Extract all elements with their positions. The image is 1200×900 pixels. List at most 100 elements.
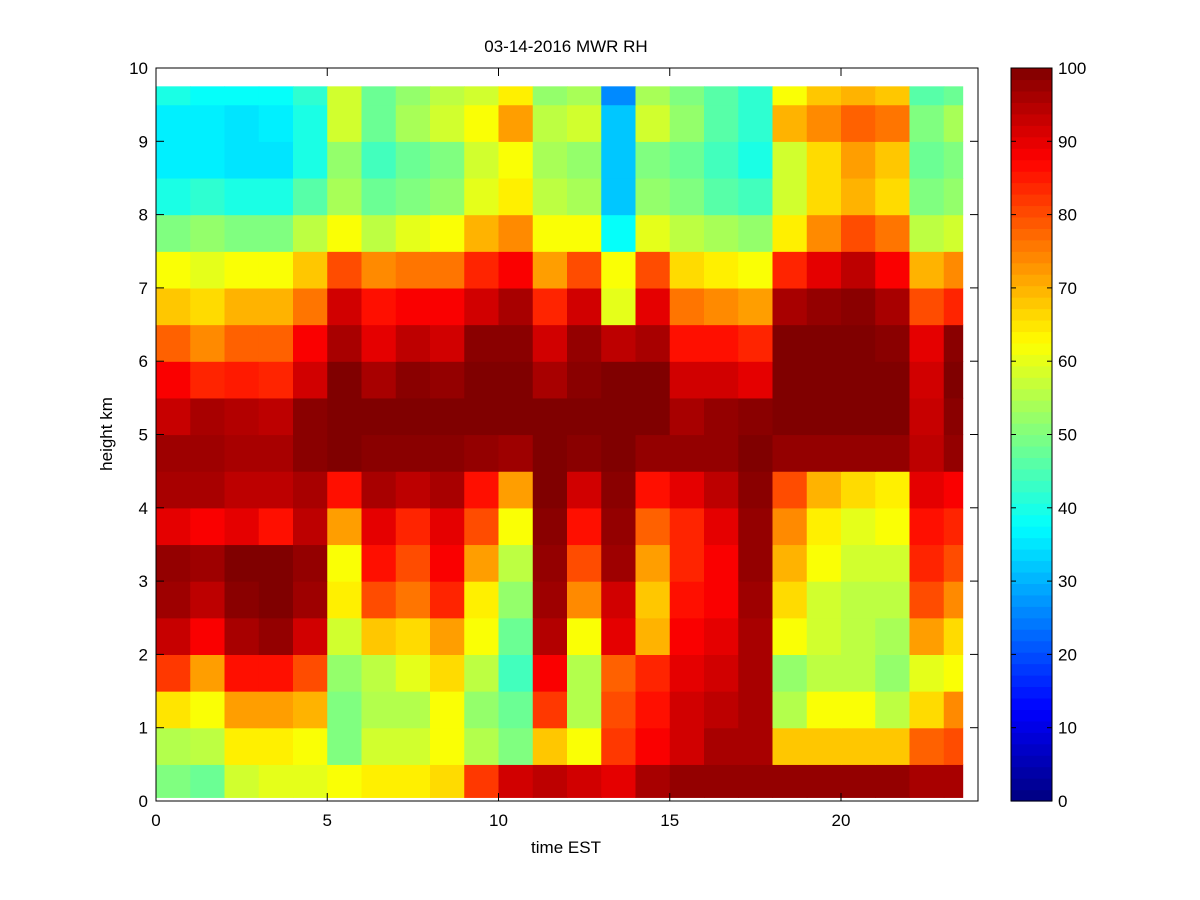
heatmap-cell <box>875 581 911 619</box>
heatmap-cell <box>704 104 739 142</box>
heatmap-cell <box>190 361 226 399</box>
colorbar-swatch <box>1011 743 1052 756</box>
heatmap-cell <box>327 397 363 436</box>
heatmap-cell <box>943 361 964 399</box>
heatmap-cell <box>464 727 500 765</box>
heatmap-cell <box>361 177 397 216</box>
x-tick-label: 5 <box>323 811 332 830</box>
heatmap-cell <box>498 214 534 252</box>
heatmap-cell <box>909 141 945 179</box>
heatmap-cell <box>258 177 294 216</box>
heatmap-cell <box>430 507 465 546</box>
colorbar-tick-label: 30 <box>1058 572 1077 591</box>
heatmap-cell <box>841 727 876 765</box>
heatmap-cell <box>875 251 911 289</box>
heatmap-cell <box>943 86 964 106</box>
heatmap-cell <box>293 691 328 729</box>
colorbar-swatch <box>1011 663 1052 676</box>
heatmap-cell <box>738 544 774 582</box>
heatmap-cell <box>361 727 397 765</box>
colorbar-swatch <box>1011 193 1052 207</box>
heatmap-cell <box>532 287 568 326</box>
heatmap-cell <box>224 764 260 798</box>
heatmap-cell <box>430 86 465 106</box>
colorbar-swatch <box>1011 468 1052 481</box>
heatmap-cell <box>156 764 191 798</box>
heatmap-cell <box>156 471 191 509</box>
heatmap-cell <box>772 361 808 399</box>
heatmap-cell <box>635 691 671 729</box>
heatmap-cell <box>190 581 226 619</box>
heatmap-cell <box>738 764 774 798</box>
heatmap-cell <box>532 691 568 729</box>
heatmap-cell <box>875 544 911 582</box>
heatmap-cell <box>806 324 842 362</box>
colorbar-swatch <box>1011 423 1052 436</box>
heatmap-cell <box>841 141 876 179</box>
colorbar-tick-label: 20 <box>1058 645 1077 664</box>
heatmap-cell <box>190 764 226 798</box>
heatmap-cell <box>156 141 191 179</box>
heatmap-cell <box>395 361 431 399</box>
heatmap-cell <box>327 507 363 546</box>
heatmap-cell <box>567 581 602 619</box>
heatmap-cell <box>430 324 465 362</box>
heatmap-cell <box>909 251 945 289</box>
colorbar-swatch <box>1011 136 1052 149</box>
heatmap-cell <box>875 727 911 765</box>
heatmap-cell <box>567 177 602 216</box>
heatmap-cell <box>498 507 534 546</box>
heatmap-cell <box>841 397 876 436</box>
heatmap-cell <box>498 581 534 619</box>
heatmap-cell <box>395 691 431 729</box>
heatmap-cell <box>704 251 739 289</box>
heatmap-cell <box>498 141 534 179</box>
heatmap-cell <box>601 141 637 179</box>
heatmap-cell <box>395 214 431 252</box>
heatmap-cell <box>601 361 637 399</box>
heatmap-cell <box>772 764 808 798</box>
y-tick-label: 4 <box>139 499 148 518</box>
heatmap-cell <box>704 617 739 655</box>
heatmap-cell <box>806 214 842 252</box>
heatmap-cell <box>258 507 294 546</box>
heatmap-cell <box>361 361 397 399</box>
heatmap-cell <box>635 397 671 436</box>
heatmap-cell <box>361 691 397 729</box>
heatmap-cell <box>669 617 705 655</box>
heatmap-cell <box>224 251 260 289</box>
heatmap-cell <box>875 361 911 399</box>
heatmap-cell <box>532 617 568 655</box>
colorbar-swatch <box>1011 697 1052 710</box>
heatmap-cell <box>464 86 500 106</box>
heatmap-cell <box>772 104 808 142</box>
heatmap-cell <box>875 764 911 798</box>
heatmap-cell <box>327 471 363 509</box>
heatmap-cell <box>224 727 260 765</box>
heatmap-cell <box>567 654 602 692</box>
heatmap-cell <box>772 471 808 509</box>
heatmap-cell <box>224 397 260 436</box>
x-tick-label: 20 <box>832 811 851 830</box>
heatmap-cell <box>224 471 260 509</box>
heatmap-cell <box>464 361 500 399</box>
heatmap-cell <box>395 324 431 362</box>
heatmap-cell <box>532 361 568 399</box>
colorbar-swatch <box>1011 159 1052 172</box>
heatmap-cell <box>498 434 534 472</box>
heatmap-cell <box>190 544 226 582</box>
heatmap-cell <box>464 251 500 289</box>
chart-title: 03-14-2016 MWR RH <box>484 37 647 56</box>
heatmap-cell <box>669 727 705 765</box>
colorbar-swatch <box>1011 720 1052 733</box>
heatmap-cell <box>498 691 534 729</box>
heatmap-cell <box>567 727 602 765</box>
heatmap-cell <box>738 617 774 655</box>
heatmap-cell <box>738 507 774 546</box>
heatmap-cell <box>224 86 260 106</box>
heatmap-cell <box>395 251 431 289</box>
heatmap-cell <box>841 251 876 289</box>
heatmap-cell <box>669 141 705 179</box>
heatmap-cell <box>635 764 671 798</box>
heatmap-cell <box>943 764 964 798</box>
